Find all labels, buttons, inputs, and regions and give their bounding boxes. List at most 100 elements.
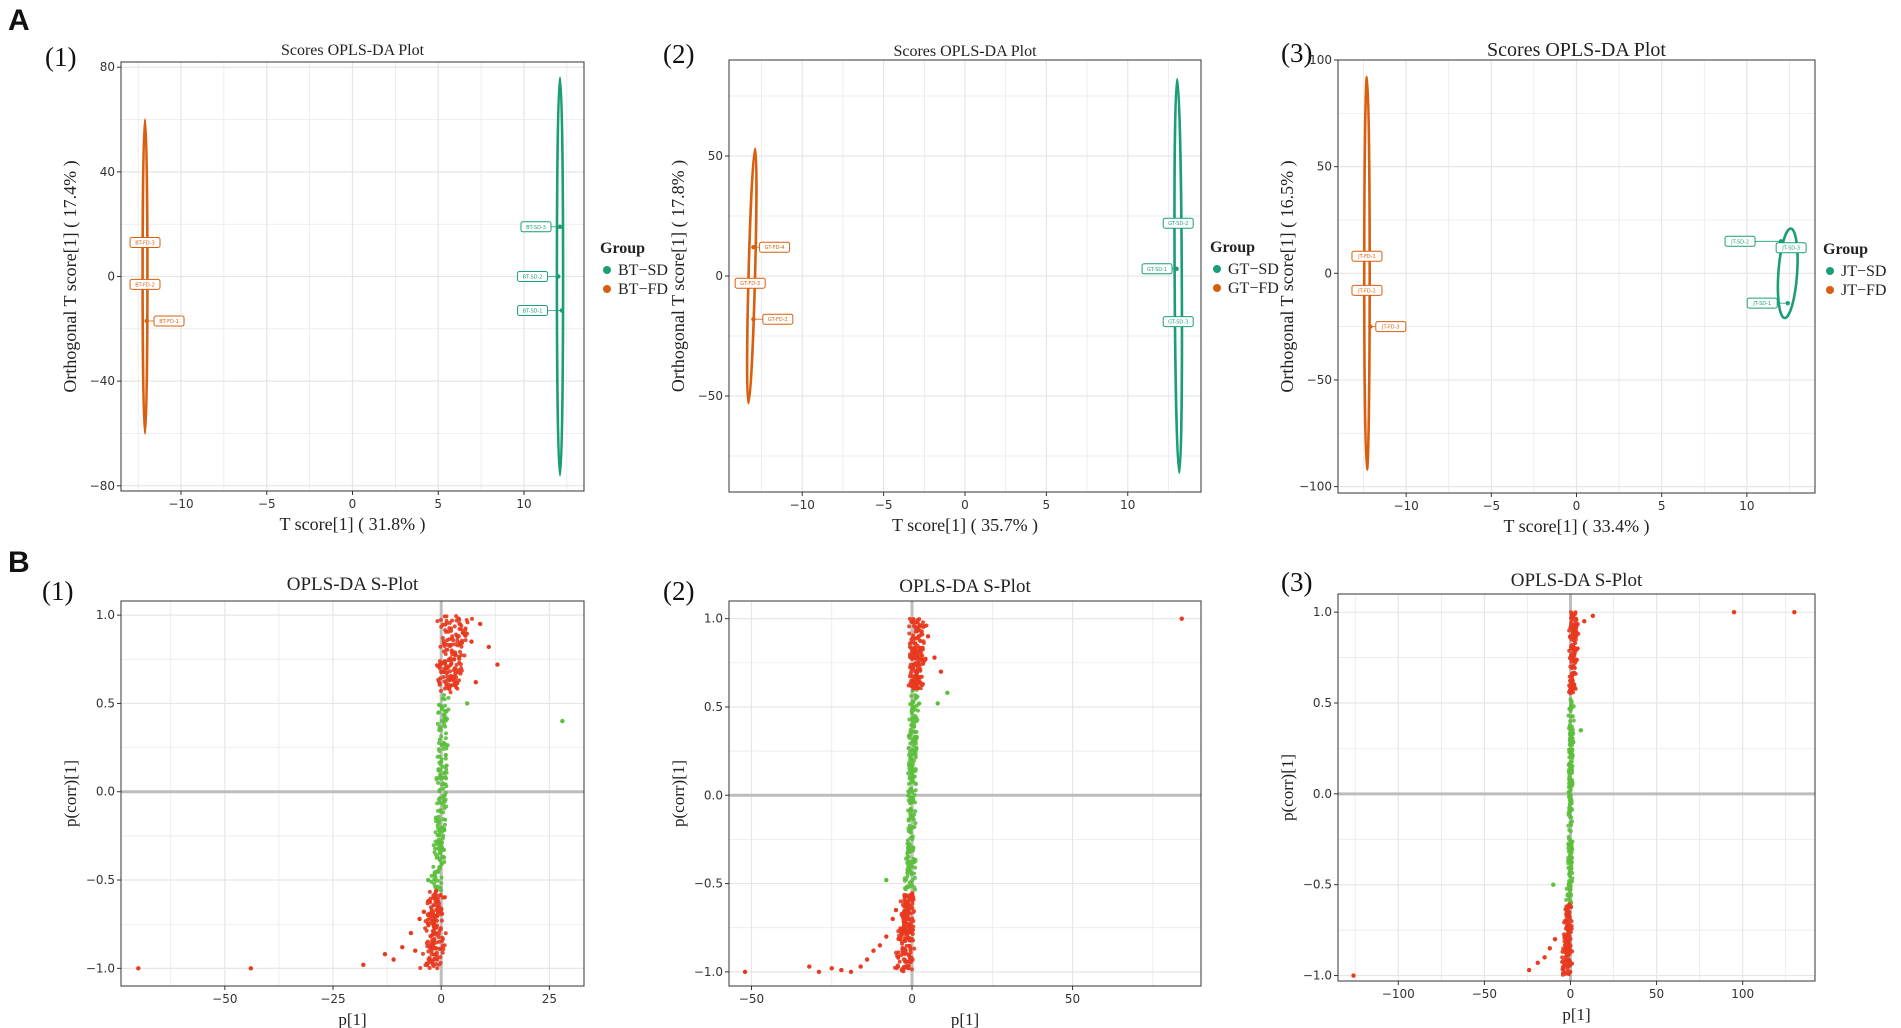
metabolite-point: [1572, 625, 1577, 630]
metabolite-point: [1568, 887, 1573, 892]
metabolite-point: [438, 617, 443, 622]
metabolite-point: [912, 793, 917, 798]
sub-label: (3): [1281, 567, 1312, 597]
metabolite-point: [911, 640, 916, 645]
metabolite-point: [829, 966, 834, 971]
y-tick-label: 50: [1317, 160, 1332, 174]
metabolite-point: [425, 917, 430, 922]
metabolite-point: [435, 966, 440, 971]
metabolite-point: [439, 718, 444, 723]
metabolite-point: [1566, 904, 1571, 909]
metabolite-point: [848, 969, 854, 975]
metabolite-point: [907, 652, 912, 657]
metabolite-point: [452, 624, 457, 629]
metabolite-point: [452, 682, 457, 687]
metabolite-point: [440, 635, 445, 640]
metabolite-point: [436, 767, 441, 772]
metabolite-point: [443, 756, 448, 761]
metabolite-point: [432, 882, 437, 887]
metabolite-point: [1569, 759, 1574, 764]
metabolite-point: [911, 699, 916, 704]
series-sig: [742, 616, 1184, 975]
metabolite-point: [1567, 898, 1572, 903]
metabolite-point: [913, 821, 918, 826]
metabolite-point: [440, 950, 445, 955]
metabolite-point: [434, 815, 439, 820]
metabolite-point: [945, 690, 950, 696]
metabolite-point: [470, 616, 475, 621]
metabolite-point: [433, 946, 438, 951]
metabolite-point: [905, 935, 910, 940]
metabolite-point: [907, 717, 912, 722]
legend-marker: [1826, 286, 1834, 294]
x-tick-label: 25: [542, 992, 557, 1006]
plot-background: [729, 601, 1201, 986]
metabolite-point: [431, 843, 436, 848]
metabolite-point: [913, 647, 918, 652]
metabolite-point: [1569, 924, 1574, 929]
metabolite-point: [913, 636, 918, 641]
metabolite-point: [449, 683, 454, 688]
metabolite-point: [893, 965, 898, 970]
metabolite-point: [427, 911, 432, 916]
metabolite-point: [1566, 934, 1571, 939]
sub-label: (1): [42, 576, 73, 606]
metabolite-point: [915, 643, 920, 648]
metabolite-point: [436, 869, 441, 874]
y-tick-label: −0.5: [1303, 878, 1332, 892]
y-axis-title: p(corr)[1]: [61, 760, 80, 827]
metabolite-point: [436, 819, 441, 824]
metabolite-point: [1570, 752, 1575, 757]
splot-points: [742, 616, 1184, 975]
series-nonsig: [884, 687, 950, 892]
metabolite-point: [438, 772, 443, 777]
metabolite-point: [446, 695, 451, 700]
metabolite-point: [456, 616, 461, 621]
y-tick-label: −50: [1307, 373, 1332, 387]
metabolite-point: [439, 918, 444, 923]
metabolite-point: [425, 939, 430, 944]
metabolite-point: [458, 671, 463, 676]
metabolite-point: [436, 797, 441, 802]
metabolite-point: [1571, 613, 1576, 618]
metabolite-point: [438, 644, 443, 649]
metabolite-point: [901, 928, 906, 933]
metabolite-point: [913, 675, 918, 680]
legend-marker: [603, 285, 611, 293]
y-tick-label: −1.0: [1303, 969, 1332, 983]
sample-label-box: [153, 315, 185, 327]
metabolite-point: [884, 934, 889, 939]
sample-label: GT-SD-1: [1147, 267, 1167, 273]
sub-label: (3): [1281, 38, 1312, 68]
metabolite-point: [1568, 735, 1573, 740]
metabolite-point: [858, 964, 863, 969]
metabolite-point: [1567, 872, 1572, 877]
metabolite-point: [1566, 849, 1571, 854]
metabolite-point: [1568, 664, 1573, 669]
metabolite-point: [441, 692, 446, 697]
metabolite-point: [913, 752, 918, 757]
metabolite-point: [434, 663, 439, 668]
metabolite-point: [918, 674, 923, 679]
metabolite-point: [435, 721, 440, 726]
metabolite-point: [444, 743, 449, 748]
metabolite-point: [432, 941, 437, 946]
x-tick-label: 10: [516, 497, 531, 511]
sample-label: JT-FD-2: [1357, 288, 1376, 294]
metabolite-point: [1573, 660, 1578, 665]
metabolite-point: [915, 619, 920, 624]
y-axis-title: p(corr)[1]: [669, 760, 688, 827]
metabolite-point: [871, 948, 876, 953]
metabolite-point: [906, 966, 911, 971]
metabolite-point: [1570, 767, 1575, 772]
metabolite-point: [459, 644, 464, 649]
metabolite-point: [1578, 728, 1584, 733]
metabolite-point: [444, 763, 449, 768]
metabolite-point: [1571, 718, 1576, 723]
metabolite-point: [426, 877, 431, 883]
metabolite-point: [884, 877, 889, 883]
x-tick-label: −100: [1382, 987, 1415, 1001]
metabolite-point: [913, 693, 918, 698]
metabolite-point: [1563, 918, 1568, 923]
metabolite-point: [1566, 790, 1571, 795]
